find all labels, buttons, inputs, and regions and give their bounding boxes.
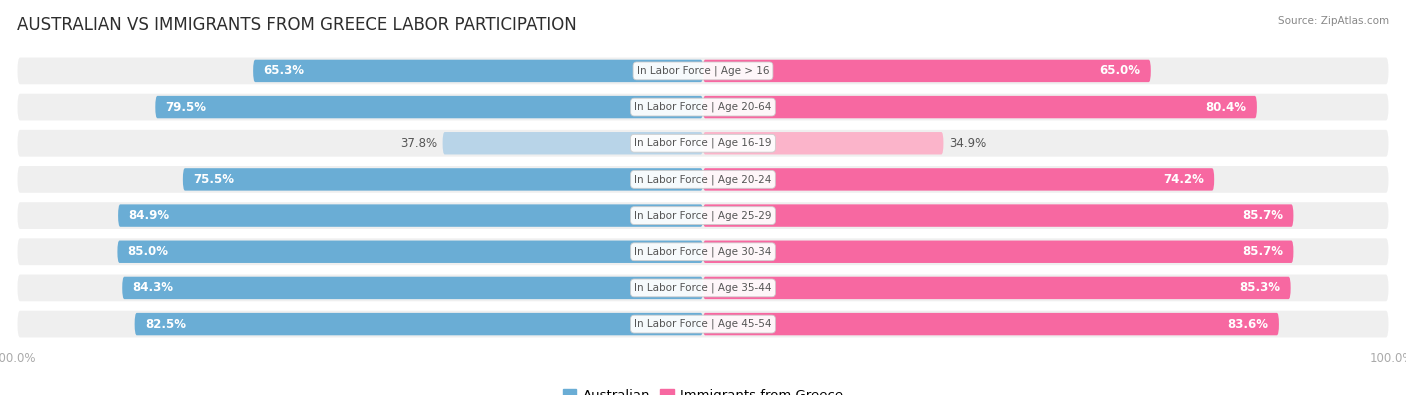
Text: Source: ZipAtlas.com: Source: ZipAtlas.com bbox=[1278, 16, 1389, 26]
FancyBboxPatch shape bbox=[703, 96, 1257, 118]
FancyBboxPatch shape bbox=[703, 313, 1279, 335]
FancyBboxPatch shape bbox=[17, 166, 1389, 193]
FancyBboxPatch shape bbox=[253, 60, 703, 82]
Text: In Labor Force | Age 20-64: In Labor Force | Age 20-64 bbox=[634, 102, 772, 112]
Text: 80.4%: 80.4% bbox=[1205, 101, 1247, 114]
FancyBboxPatch shape bbox=[703, 132, 943, 154]
Text: 79.5%: 79.5% bbox=[166, 101, 207, 114]
Text: In Labor Force | Age > 16: In Labor Force | Age > 16 bbox=[637, 66, 769, 76]
Text: In Labor Force | Age 35-44: In Labor Force | Age 35-44 bbox=[634, 283, 772, 293]
FancyBboxPatch shape bbox=[17, 94, 1389, 120]
Text: 75.5%: 75.5% bbox=[193, 173, 235, 186]
Text: 65.3%: 65.3% bbox=[263, 64, 305, 77]
FancyBboxPatch shape bbox=[155, 96, 703, 118]
Text: In Labor Force | Age 30-34: In Labor Force | Age 30-34 bbox=[634, 246, 772, 257]
Text: 84.3%: 84.3% bbox=[132, 281, 173, 294]
Text: In Labor Force | Age 20-24: In Labor Force | Age 20-24 bbox=[634, 174, 772, 185]
Text: 34.9%: 34.9% bbox=[949, 137, 986, 150]
FancyBboxPatch shape bbox=[135, 313, 703, 335]
FancyBboxPatch shape bbox=[118, 241, 703, 263]
Text: In Labor Force | Age 45-54: In Labor Force | Age 45-54 bbox=[634, 319, 772, 329]
FancyBboxPatch shape bbox=[118, 204, 703, 227]
FancyBboxPatch shape bbox=[17, 58, 1389, 84]
Text: In Labor Force | Age 25-29: In Labor Force | Age 25-29 bbox=[634, 210, 772, 221]
Text: AUSTRALIAN VS IMMIGRANTS FROM GREECE LABOR PARTICIPATION: AUSTRALIAN VS IMMIGRANTS FROM GREECE LAB… bbox=[17, 16, 576, 34]
Text: In Labor Force | Age 16-19: In Labor Force | Age 16-19 bbox=[634, 138, 772, 149]
FancyBboxPatch shape bbox=[703, 204, 1294, 227]
Text: 85.0%: 85.0% bbox=[128, 245, 169, 258]
Text: 85.7%: 85.7% bbox=[1241, 245, 1284, 258]
FancyBboxPatch shape bbox=[443, 132, 703, 154]
FancyBboxPatch shape bbox=[122, 277, 703, 299]
Text: 83.6%: 83.6% bbox=[1227, 318, 1268, 331]
Text: 84.9%: 84.9% bbox=[128, 209, 170, 222]
Text: 37.8%: 37.8% bbox=[399, 137, 437, 150]
Text: 82.5%: 82.5% bbox=[145, 318, 186, 331]
Text: 74.2%: 74.2% bbox=[1163, 173, 1204, 186]
Text: 65.0%: 65.0% bbox=[1099, 64, 1140, 77]
FancyBboxPatch shape bbox=[17, 311, 1389, 337]
Text: 85.7%: 85.7% bbox=[1241, 209, 1284, 222]
FancyBboxPatch shape bbox=[17, 238, 1389, 265]
FancyBboxPatch shape bbox=[703, 60, 1152, 82]
FancyBboxPatch shape bbox=[17, 275, 1389, 301]
FancyBboxPatch shape bbox=[703, 168, 1215, 191]
Text: 85.3%: 85.3% bbox=[1239, 281, 1281, 294]
FancyBboxPatch shape bbox=[17, 202, 1389, 229]
FancyBboxPatch shape bbox=[703, 277, 1291, 299]
Legend: Australian, Immigrants from Greece: Australian, Immigrants from Greece bbox=[557, 384, 849, 395]
FancyBboxPatch shape bbox=[183, 168, 703, 191]
FancyBboxPatch shape bbox=[703, 241, 1294, 263]
FancyBboxPatch shape bbox=[17, 130, 1389, 157]
